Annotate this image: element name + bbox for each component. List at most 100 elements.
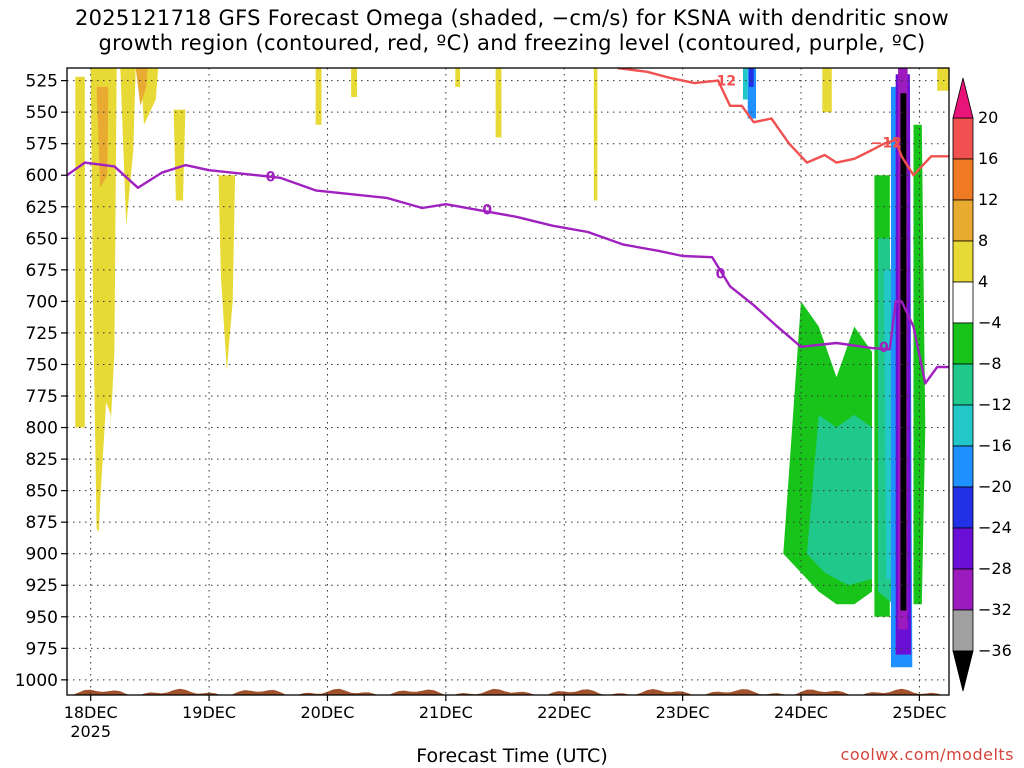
omega-region-27 <box>743 68 748 100</box>
y-tick-label: 675 <box>26 261 58 281</box>
y-tick-label: 875 <box>26 513 58 533</box>
y-tick-label: 775 <box>26 387 58 407</box>
colorbar-label: −12 <box>978 395 1012 414</box>
omega-region-16 <box>325 452 333 529</box>
y-tick-label: 825 <box>26 450 58 470</box>
x-tick-label: 20DEC <box>300 703 354 722</box>
dgz-boundary-line <box>617 68 949 177</box>
colorbar-label: −4 <box>978 313 1002 332</box>
x-tick-sublabel: 2025 <box>70 722 111 741</box>
x-tick-label: 19DEC <box>182 703 236 722</box>
y-tick-label: 550 <box>26 103 58 123</box>
colorbar: 20 16 12 8 4 −4 −8 −12 −16 −20 −24 −28 −32 −36 <box>952 77 1012 692</box>
colorbar-box-5 <box>952 322 974 365</box>
chart-title: 2025121718 GFS Forecast Omega (shaded, −… <box>0 6 1024 56</box>
y-tick-label: 575 <box>26 135 58 155</box>
colorbar-box-3 <box>952 240 974 283</box>
colorbar-label: −24 <box>978 518 1012 537</box>
x-tick-label: 22DEC <box>537 703 591 722</box>
x-axis-label: Forecast Time (UTC) <box>416 745 608 767</box>
x-tick-label: 23DEC <box>656 703 710 722</box>
y-tick-label: 925 <box>26 576 58 596</box>
omega-region-10 <box>455 68 461 87</box>
x-tick-label: 18DEC <box>64 703 118 722</box>
omega-region-32 <box>900 93 907 611</box>
colorbar-label: −36 <box>978 641 1012 660</box>
x-tick-label: 24DEC <box>774 703 828 722</box>
omega-region-14 <box>937 68 949 91</box>
omega-shading <box>75 68 949 668</box>
colorbar-box-9 <box>952 486 974 529</box>
omega-region-7 <box>135 68 148 106</box>
omega-region-23 <box>806 414 872 586</box>
y-tick-label: 625 <box>26 198 58 218</box>
colorbar-label: 8 <box>978 231 988 250</box>
freezing-level-line <box>67 161 949 385</box>
omega-region-15 <box>96 402 111 624</box>
omega-region-28 <box>748 68 754 87</box>
omega-region-12 <box>593 68 598 201</box>
omega-region-6 <box>96 86 109 188</box>
x-tick-label: 21DEC <box>419 703 473 722</box>
y-tick-label: 850 <box>26 482 58 502</box>
colorbar-box-7 <box>952 404 974 447</box>
y-tick-label: 800 <box>26 419 58 439</box>
freezing-level-label-0: 0 <box>266 169 276 185</box>
y-tick-label: 750 <box>26 355 58 375</box>
colorbar-bottom-arrow <box>952 650 974 692</box>
title-line-1: 2025121718 GFS Forecast Omega (shaded, −… <box>74 6 950 30</box>
y-tick-label: 700 <box>26 292 58 312</box>
colorbar-box-10 <box>952 527 974 570</box>
omega-region-17 <box>718 99 772 554</box>
omega-region-4 <box>173 109 186 201</box>
dgz-label-0: −12 <box>705 74 736 90</box>
credit-link[interactable]: coolwx.com/modelts <box>840 745 1014 764</box>
colorbar-box-6 <box>952 363 974 406</box>
omega-region-5 <box>218 175 236 371</box>
colorbar-box-2 <box>952 199 974 242</box>
colorbar-label: −20 <box>978 477 1012 496</box>
y-tick-label: 525 <box>26 72 58 92</box>
colorbar-label: 16 <box>978 149 998 168</box>
omega-region-8 <box>315 68 322 125</box>
colorbar-box-11 <box>952 568 974 611</box>
omega-region-0 <box>75 76 85 428</box>
omega-region-13 <box>822 68 832 113</box>
colorbar-top-arrow <box>952 77 974 119</box>
y-tick-label: 650 <box>26 229 58 249</box>
omega-region-2 <box>120 68 136 226</box>
terrain-band <box>67 688 949 695</box>
y-tick-label: 900 <box>26 545 58 565</box>
colorbar-box-1 <box>952 158 974 201</box>
y-tick-label: 725 <box>26 324 58 344</box>
grid-lines <box>67 68 949 695</box>
omega-region-11 <box>495 68 502 138</box>
colorbar-label: −16 <box>978 436 1012 455</box>
colorbar-label: −32 <box>978 600 1012 619</box>
colorbar-box-0 <box>952 117 974 160</box>
colorbar-box-8 <box>952 445 974 488</box>
y-axis: 525 550 575 600 625 650 675 700 725 750 775 800 825 8… <box>15 72 67 691</box>
omega-region-9 <box>351 68 358 97</box>
y-tick-label: 975 <box>26 639 58 659</box>
contour-lines: 0 0 0 0 −12 −12 <box>67 68 949 385</box>
freezing-level-label-1: 0 <box>482 202 492 218</box>
freezing-level-label-2: 0 <box>716 267 726 283</box>
colorbar-label: −28 <box>978 559 1012 578</box>
freezing-level-label-3: 0 <box>879 340 889 356</box>
plot-frame <box>66 67 950 696</box>
dgz-label-1: −12 <box>871 135 902 151</box>
y-tick-label: 1000 <box>15 671 58 691</box>
x-tick-label: 25DEC <box>892 703 946 722</box>
terrain-surface <box>67 688 949 695</box>
colorbar-label: 12 <box>978 190 998 209</box>
colorbar-label: 20 <box>978 108 998 127</box>
colorbar-label: 4 <box>978 272 988 291</box>
y-tick-label: 950 <box>26 608 58 628</box>
colorbar-label: −8 <box>978 354 1002 373</box>
colorbar-box-12 <box>952 609 974 652</box>
title-line-2: growth region (contoured, red, ºC) and f… <box>98 31 926 55</box>
y-tick-label: 600 <box>26 166 58 186</box>
